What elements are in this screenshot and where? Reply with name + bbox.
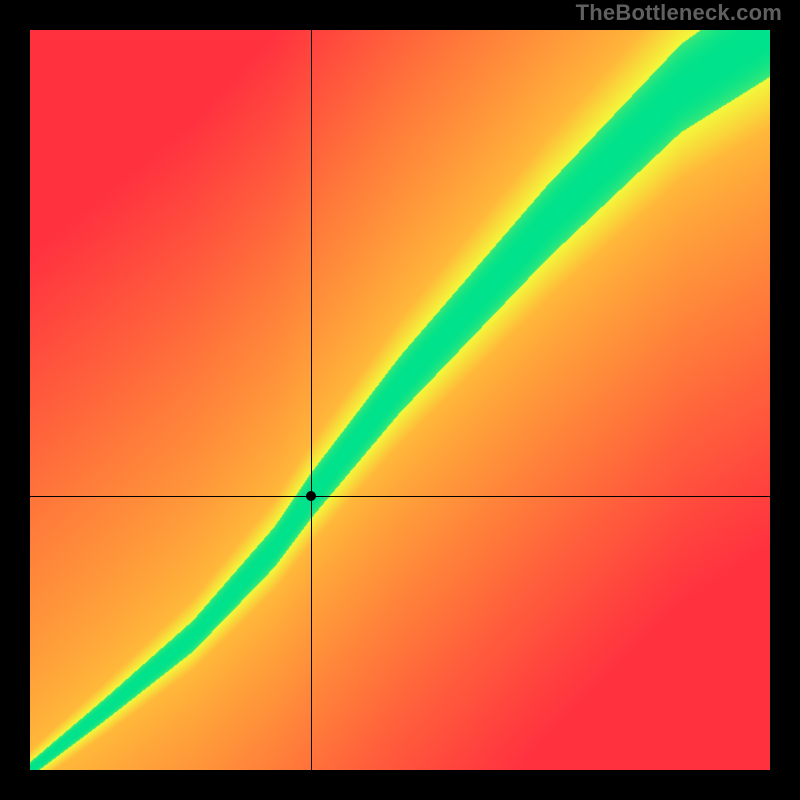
heatmap-canvas: [30, 30, 770, 770]
crosshair-vertical: [311, 30, 312, 770]
plot-frame: [30, 30, 770, 770]
crosshair-horizontal: [30, 496, 770, 497]
chart-container: TheBottleneck.com: [0, 0, 800, 800]
watermark-text: TheBottleneck.com: [576, 0, 782, 26]
selection-marker: [306, 491, 316, 501]
